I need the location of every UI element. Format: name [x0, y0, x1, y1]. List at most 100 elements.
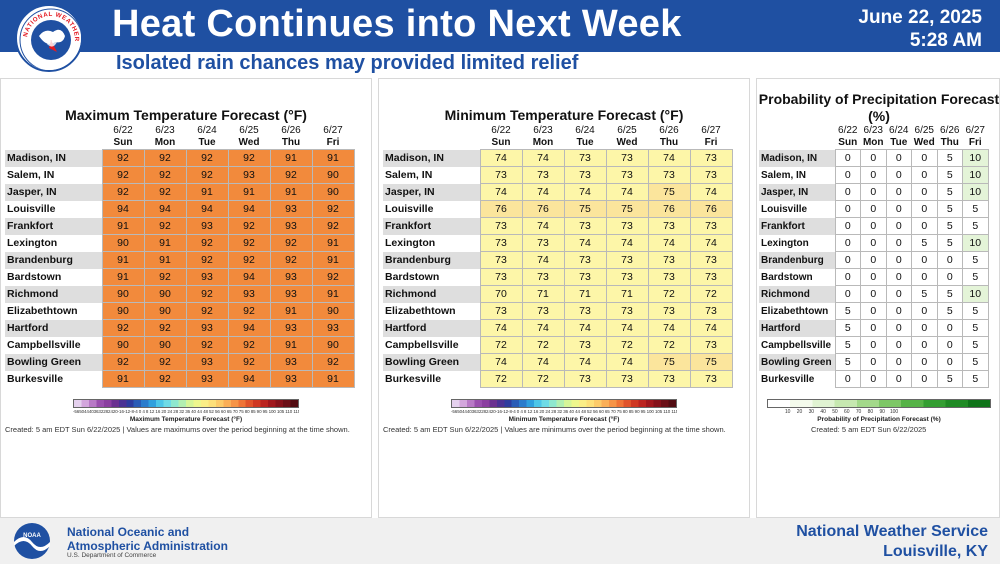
color-scale-ticks: 10 20 30 40 50 60 70 80 90 100 — [785, 409, 899, 415]
city-name: Hartford — [759, 319, 835, 337]
noaa-name: National Oceanic and Atmospheric Adminis… — [67, 525, 228, 553]
city-name: Burkesville — [5, 370, 102, 388]
forecast-cell: 5 — [936, 302, 963, 320]
forecast-cell: 73 — [521, 268, 565, 286]
forecast-cell: 73 — [689, 336, 733, 354]
noaa-logo-icon: NOAA — [10, 522, 54, 560]
forecast-cell: 90 — [143, 302, 187, 320]
forecast-cell: 73 — [647, 217, 691, 235]
header-bar: Heat Continues into Next Week June 22, 2… — [0, 0, 1000, 52]
forecast-cell: 73 — [563, 251, 607, 269]
forecast-cell: 91 — [143, 251, 187, 269]
page-title: Heat Continues into Next Week — [112, 3, 682, 45]
column-date: 6/23 — [155, 125, 175, 136]
forecast-cell: 73 — [479, 302, 523, 320]
panel-title: Probability of Precipitation Forecast (%… — [758, 91, 1000, 124]
table-row: Burkesville 91 92 93 94 93 91 — [5, 370, 355, 388]
forecast-cell: 91 — [101, 268, 145, 286]
forecast-cell: 73 — [605, 268, 649, 286]
forecast-cell: 0 — [911, 336, 938, 354]
forecast-cell: 92 — [227, 234, 271, 252]
forecast-cell: 92 — [101, 183, 145, 201]
forecast-cell: 93 — [185, 370, 229, 388]
table-row: Bowling Green 74 74 74 74 75 75 — [383, 353, 733, 371]
city-name: Elizabethtown — [5, 302, 102, 320]
table-row: Burkesville 72 72 73 73 73 73 — [383, 370, 733, 388]
column-date: 6/22 — [491, 125, 511, 136]
column-date: 6/25 — [617, 125, 637, 136]
column-day: Mon — [154, 137, 176, 148]
table-row: Richmond 70 71 71 71 72 72 — [383, 285, 733, 303]
forecast-cell: 5 — [834, 302, 861, 320]
color-scale-title: Probability of Precipitation Forecast (%… — [817, 416, 941, 423]
forecast-cell: 5 — [911, 285, 938, 303]
column-day: Thu — [659, 137, 679, 148]
forecast-cell: 92 — [185, 285, 229, 303]
column-day: Mon — [532, 137, 554, 148]
forecast-cell: 74 — [563, 183, 607, 201]
column-date: 6/24 — [575, 125, 595, 136]
table-row: Burkesville 0 0 0 0 5 5 — [759, 370, 989, 388]
forecast-cell: 0 — [834, 217, 861, 235]
column-date: 6/24 — [889, 125, 909, 136]
forecast-cell: 0 — [885, 268, 912, 286]
forecast-cell: 0 — [885, 285, 912, 303]
forecast-cell: 90 — [143, 285, 187, 303]
forecast-cell: 0 — [860, 166, 887, 184]
forecast-cell: 74 — [521, 251, 565, 269]
created-note: Created: 5 am EDT Sun 6/22/2025 — [811, 425, 927, 434]
forecast-cell: 0 — [911, 268, 938, 286]
city-name: Salem, IN — [759, 166, 835, 184]
forecast-cell: 0 — [936, 353, 963, 371]
forecast-cell: 73 — [479, 217, 523, 235]
forecast-cell: 74 — [605, 234, 649, 252]
column-day: Sun — [838, 137, 858, 148]
table-row: Brandenburg 91 91 92 92 92 91 — [5, 251, 355, 269]
forecast-table: 6/22 Sun 6/23 Mon 6/24 Tue 6/25 Wed 6/26 Thu 6/27 F… — [759, 125, 989, 388]
table-row: Frankfort 91 92 93 92 93 92 — [5, 217, 355, 235]
city-name: Madison, IN — [5, 149, 102, 167]
forecast-cell: 0 — [860, 285, 887, 303]
forecast-cell: 73 — [689, 370, 733, 388]
city-name: Bardstown — [5, 268, 102, 286]
table-row: Salem, IN 0 0 0 0 5 10 — [759, 166, 989, 184]
column-date: 6/24 — [197, 125, 217, 136]
forecast-cell: 74 — [479, 149, 523, 167]
column-day: Tue — [576, 137, 594, 148]
forecast-cell: 73 — [605, 302, 649, 320]
column-date: 6/26 — [281, 125, 301, 136]
city-name: Jasper, IN — [383, 183, 480, 201]
forecast-cell: 0 — [885, 183, 912, 201]
table-row: Elizabethtown 5 0 0 0 5 5 — [759, 302, 989, 320]
city-name: Bowling Green — [5, 353, 102, 371]
city-name: Richmond — [383, 285, 480, 303]
table-row: Louisville 76 76 75 75 76 76 — [383, 200, 733, 218]
column-header: 6/26 Thu — [648, 125, 690, 150]
column-header: 6/25 Wed — [228, 125, 270, 150]
forecast-cell: 90 — [143, 336, 187, 354]
color-scale-bar — [767, 399, 991, 408]
city-name: Bowling Green — [383, 353, 480, 371]
forecast-cell: 5 — [962, 336, 989, 354]
forecast-cell: 73 — [647, 166, 691, 184]
column-day: Wed — [238, 137, 260, 148]
column-header: 6/23 Mon — [522, 125, 564, 150]
forecast-cell: 74 — [563, 319, 607, 337]
forecast-cell: 72 — [521, 370, 565, 388]
forecast-cell: 75 — [647, 183, 691, 201]
forecast-table: 6/22 Sun 6/23 Mon 6/24 Tue 6/25 Wed 6/26 Thu 6/27 F… — [5, 125, 355, 388]
color-scale-bar — [451, 399, 677, 408]
forecast-cell: 73 — [605, 370, 649, 388]
forecast-cell: 73 — [563, 149, 607, 167]
city-header — [759, 125, 835, 150]
forecast-cell: 92 — [185, 336, 229, 354]
forecast-cell: 73 — [605, 217, 649, 235]
column-day: Sun — [113, 137, 133, 148]
column-header: 6/24 Tue — [886, 125, 912, 150]
forecast-cell: 72 — [479, 370, 523, 388]
forecast-cell: 0 — [911, 302, 938, 320]
column-day: Thu — [281, 137, 301, 148]
column-date: 6/27 — [323, 125, 343, 136]
forecast-cell: 93 — [269, 217, 313, 235]
table-row: Lexington 0 0 0 5 5 10 — [759, 234, 989, 252]
